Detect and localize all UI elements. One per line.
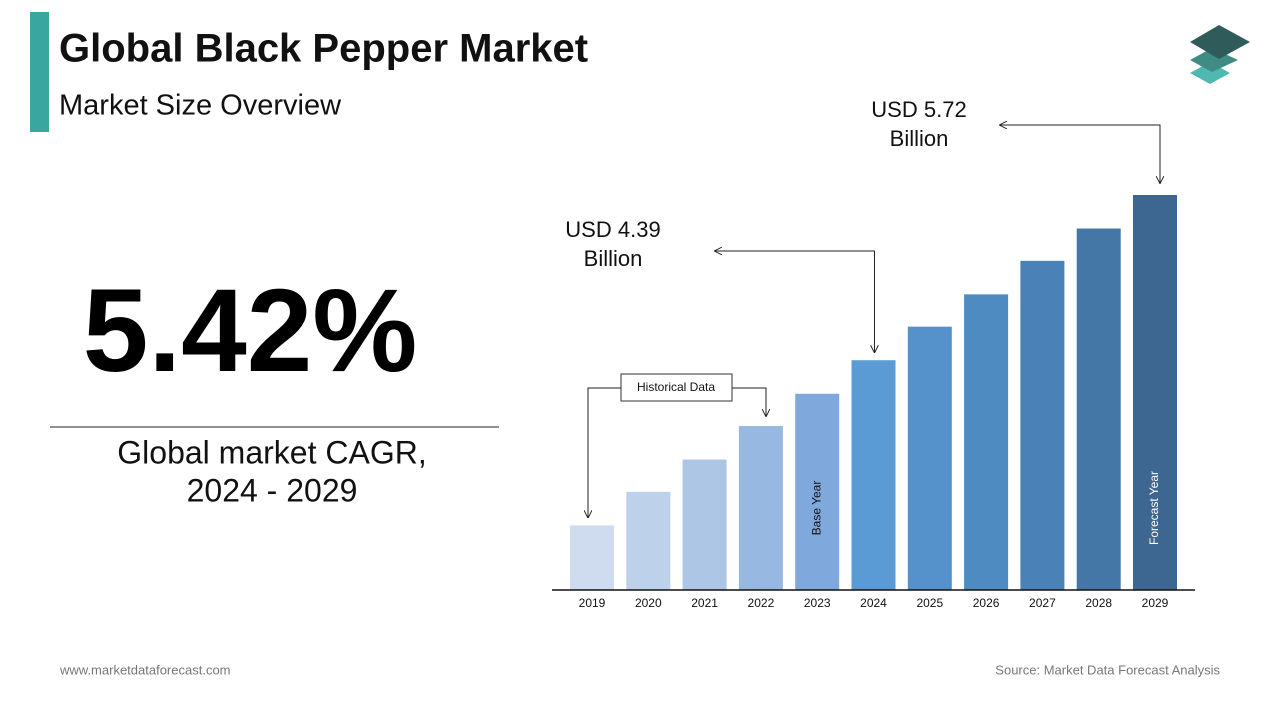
cagr-value: 5.42% [83, 265, 418, 397]
title: Global Black Pepper Market [59, 27, 588, 71]
cagr-caption: 2024 - 2029 [187, 472, 358, 508]
bar [682, 459, 727, 590]
x-tick-label: 2025 [916, 596, 943, 610]
bar [907, 326, 952, 590]
x-tick-label: 2022 [748, 596, 775, 610]
x-tick-label: 2029 [1142, 596, 1169, 610]
bar-label: Forecast Year [1147, 471, 1161, 545]
x-tick-label: 2020 [635, 596, 662, 610]
x-tick-label: 2027 [1029, 596, 1056, 610]
bar [964, 294, 1009, 590]
cagr-caption: Global market CAGR, [117, 434, 426, 470]
subtitle: Market Size Overview [59, 90, 342, 122]
bar [795, 393, 840, 590]
x-tick-label: 2026 [973, 596, 1000, 610]
x-tick-label: 2024 [860, 596, 887, 610]
bar [1133, 195, 1177, 590]
bar [851, 360, 896, 590]
bar [1076, 228, 1121, 591]
x-tick-label: 2019 [579, 596, 606, 610]
logo [1190, 25, 1250, 84]
accent-bar [30, 12, 49, 132]
annotation: Billion [890, 126, 949, 151]
bar [626, 491, 671, 590]
arrow [1000, 125, 1160, 183]
bar [570, 525, 614, 590]
x-tick-label: 2023 [804, 596, 831, 610]
arrow [715, 251, 875, 352]
website: www.marketdataforecast.com [59, 662, 231, 677]
arrow [732, 387, 766, 416]
x-tick-label: 2021 [691, 596, 718, 610]
annotation: USD 5.72 [871, 97, 966, 122]
arrow [588, 387, 621, 517]
historical-label: Historical Data [637, 380, 715, 394]
source: Source: Market Data Forecast Analysis [995, 662, 1220, 677]
annotation: USD 4.39 [565, 217, 660, 242]
bar-label: Base Year [809, 481, 823, 536]
bar [738, 426, 783, 590]
x-tick-label: 2028 [1085, 596, 1112, 610]
annotation: Billion [584, 246, 643, 271]
bar [1020, 260, 1065, 590]
